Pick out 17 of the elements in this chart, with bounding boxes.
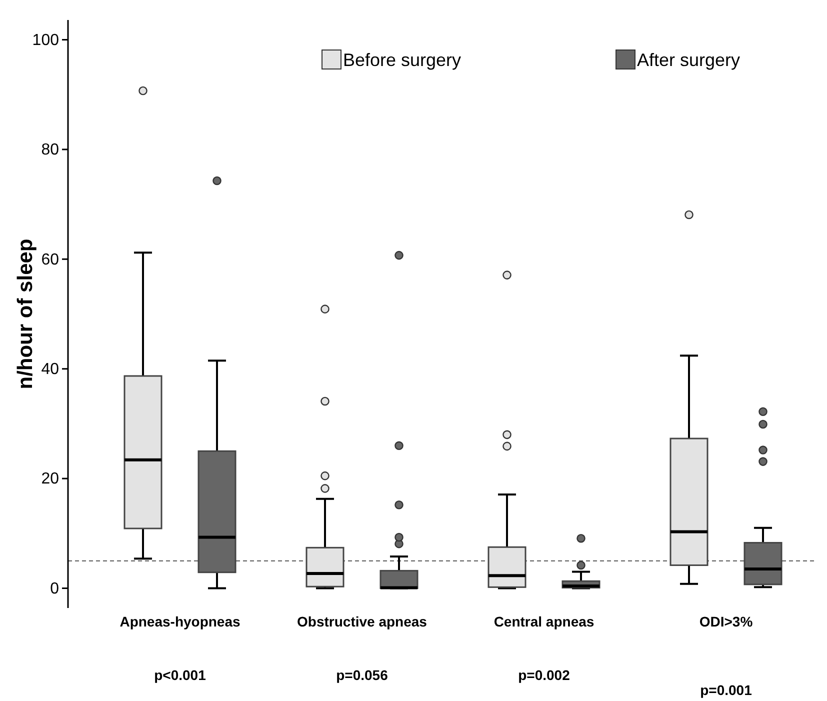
text: p=0.056 bbox=[336, 667, 388, 683]
y-tick-label: 20 bbox=[41, 470, 60, 488]
y-axis-title: n/hour of sleep bbox=[14, 238, 37, 390]
y-tick-label: 0 bbox=[50, 580, 60, 598]
y-tick-label: 100 bbox=[32, 32, 60, 49]
x-tick-label: Apneas-hyopneas bbox=[120, 613, 241, 630]
text: p=0.001 bbox=[700, 682, 752, 698]
y-tick-label: 60 bbox=[41, 251, 60, 268]
x-tick-label: Obstructive apneas bbox=[297, 613, 428, 630]
legend-label: After surgery bbox=[637, 50, 740, 70]
y-tick-label: 80 bbox=[41, 142, 60, 159]
x-tick-label: Central apneas bbox=[494, 613, 594, 630]
legend-label: Before surgery bbox=[343, 50, 462, 70]
y-tick-label: 40 bbox=[41, 360, 60, 378]
text: p=0.002 bbox=[518, 667, 570, 683]
x-tick-label: ODI>3% bbox=[699, 613, 754, 630]
text: p<0.001 bbox=[154, 667, 206, 683]
